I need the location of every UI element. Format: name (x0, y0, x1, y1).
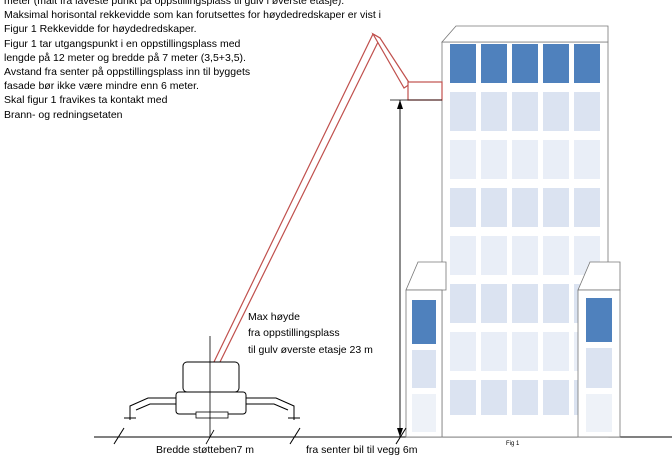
tower-window (450, 332, 476, 371)
tower-window (450, 380, 476, 415)
description-line: Avstand fra senter på oppstillingsplass … (4, 66, 251, 79)
tower-window (574, 92, 600, 131)
main-tower (441, 25, 609, 438)
max-height-label-line3: til gulv øverste etasje 23 m (248, 344, 373, 356)
tower-window (512, 236, 538, 275)
tower-window (512, 44, 538, 83)
left-wing (405, 261, 447, 438)
tower-window (574, 44, 600, 83)
description-line: Brann- og redningsetaten (4, 108, 123, 121)
tower-window (543, 188, 569, 227)
tower-window (481, 332, 507, 371)
description-line: lengde på 12 meter og bredde på 7 meter … (4, 51, 246, 64)
tower-window (481, 140, 507, 179)
figure-label: Fig 1 (506, 441, 520, 447)
tower-window (512, 380, 538, 415)
tower-window (481, 188, 507, 227)
tower-window (543, 332, 569, 371)
tower-window (481, 284, 507, 323)
tower-window (450, 44, 476, 83)
tower-window (543, 284, 569, 323)
description-line: Figur 1 Rekkevidde for høydedredskaper. (4, 23, 197, 36)
tower-window (574, 140, 600, 179)
tower-window (512, 140, 538, 179)
tower-window (481, 92, 507, 131)
left-wing-window-top (412, 300, 436, 344)
tower-window (481, 44, 507, 83)
support-width-label: Bredde støtteben7 m (156, 444, 255, 456)
description-line: fasade bør ikke være mindre enn 6 meter. (4, 80, 199, 93)
tower-window (450, 188, 476, 227)
tower-window (512, 284, 538, 323)
tower-window (512, 92, 538, 131)
support-width-dimension (113, 427, 301, 445)
right-wing-window-low (586, 394, 612, 432)
center-to-wall-dimension (395, 427, 407, 445)
left-wing-window-mid (412, 350, 436, 388)
ladder-boom (211, 32, 411, 367)
left-outrigger (124, 397, 176, 420)
tower-window (450, 236, 476, 275)
tower-window (543, 140, 569, 179)
description-line: meter (målt fra laveste punkt på oppstil… (4, 0, 345, 7)
tower-window (512, 188, 538, 227)
center-to-wall-label: fra senter bil til vegg 6m (306, 444, 418, 456)
tower-window (574, 188, 600, 227)
description-line: Maksimal horisontal rekkevidde som kan f… (4, 9, 381, 22)
description-line: Skal figur 1 fravikes ta kontakt med (4, 94, 168, 107)
tower-window (450, 92, 476, 131)
tower-window (543, 236, 569, 275)
right-outrigger (246, 397, 300, 420)
tower-window (450, 140, 476, 179)
tower-window (512, 332, 538, 371)
right-wing-window-mid (586, 348, 612, 388)
tower-window (481, 380, 507, 415)
tower-window (481, 236, 507, 275)
fire-truck (175, 336, 247, 437)
tower-window (543, 44, 569, 83)
tower-window (543, 380, 569, 415)
max-height-dimension (390, 99, 442, 437)
main-tower-windows (450, 44, 600, 415)
max-height-label-line1: Max høyde (248, 311, 300, 323)
right-wing-window-top (586, 298, 612, 342)
tower-window (543, 92, 569, 131)
description-line: Figur 1 tar utgangspunkt i en oppstillin… (4, 37, 241, 50)
tower-window (450, 284, 476, 323)
left-wing-window-low (412, 394, 436, 432)
description-text: meter (målt fra laveste punkt på oppstil… (4, 0, 464, 122)
max-height-label-line2: fra oppstillingsplass (248, 327, 340, 339)
right-wing (577, 261, 621, 438)
